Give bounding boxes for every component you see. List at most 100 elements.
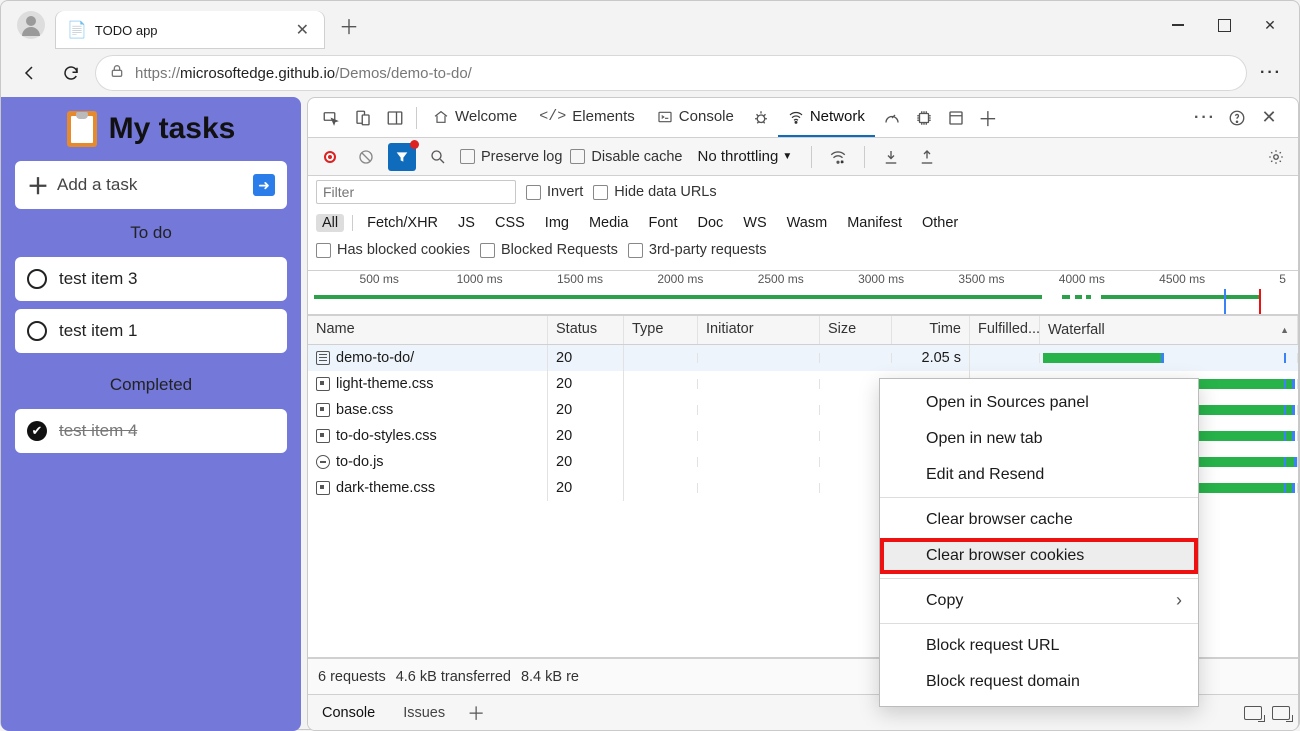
more-panels-button[interactable]: ＋ (973, 103, 1003, 133)
devtools-more-icon[interactable]: ··· (1190, 103, 1220, 133)
task-checkbox[interactable] (27, 321, 47, 341)
url-input[interactable]: https://microsoftedge.github.io/Demos/de… (95, 55, 1247, 91)
disable-cache-checkbox[interactable]: Disable cache (570, 149, 682, 165)
network-settings-icon[interactable] (1262, 143, 1290, 171)
filter-type-js[interactable]: JS (452, 214, 481, 232)
menu-item[interactable]: Open in new tab (880, 421, 1198, 457)
filter-type-css[interactable]: CSS (489, 214, 531, 232)
panel-application-icon[interactable] (941, 103, 971, 133)
help-icon[interactable] (1222, 103, 1252, 133)
col-name[interactable]: Name (308, 316, 548, 344)
menu-item[interactable]: Block request URL (880, 628, 1198, 664)
filter-type-img[interactable]: Img (539, 214, 575, 232)
filter-type-doc[interactable]: Doc (691, 214, 729, 232)
col-size[interactable]: Size (820, 316, 892, 344)
task-item[interactable]: test item 1 (15, 309, 287, 353)
url-text: https://microsoftedge.github.io/Demos/de… (135, 65, 472, 82)
blocked-requests-checkbox[interactable]: Blocked Requests (480, 242, 618, 258)
new-tab-button[interactable]: ＋ (333, 9, 365, 41)
panel-debug-icon[interactable] (746, 103, 776, 133)
request-status: 20 (548, 397, 624, 423)
devtools-close-icon[interactable]: ✕ (1254, 103, 1284, 133)
panel-elements[interactable]: </>Elements (529, 98, 645, 137)
add-task-input[interactable]: ＋ Add a task ➜ (15, 161, 287, 209)
filter-type-other[interactable]: Other (916, 214, 964, 232)
close-window-button[interactable]: ✕ (1247, 7, 1293, 43)
drawer-add-tab[interactable]: ＋ (467, 700, 485, 726)
browser-tab[interactable]: 📄 TODO app ✕ (55, 11, 325, 49)
request-name: to-do-styles.css (336, 428, 437, 444)
filter-type-manifest[interactable]: Manifest (841, 214, 908, 232)
device-toggle-icon[interactable] (348, 103, 378, 133)
menu-item[interactable]: Copy (880, 583, 1198, 619)
submit-task-button[interactable]: ➜ (253, 174, 275, 196)
maximize-button[interactable] (1201, 7, 1247, 43)
timeline-tick: 3000 ms (858, 272, 904, 286)
browser-menu-button[interactable]: ··· (1253, 55, 1289, 91)
col-initiator[interactable]: Initiator (698, 316, 820, 344)
drawer-issues-tab[interactable]: Issues (397, 701, 451, 725)
preserve-log-checkbox[interactable]: Preserve log (460, 149, 562, 165)
filter-toggle-button[interactable] (388, 143, 416, 171)
refresh-button[interactable] (53, 55, 89, 91)
search-button[interactable] (424, 143, 452, 171)
context-menu[interactable]: Open in Sources panelOpen in new tabEdit… (879, 378, 1199, 707)
panel-console[interactable]: Console (647, 98, 744, 137)
request-time: 2.05 s (892, 345, 970, 371)
task-checkbox[interactable] (27, 269, 47, 289)
col-time[interactable]: Time (892, 316, 970, 344)
menu-item[interactable]: Block request domain (880, 664, 1198, 700)
network-conditions-icon[interactable] (824, 143, 852, 171)
filter-type-wasm[interactable]: Wasm (781, 214, 834, 232)
record-button[interactable] (316, 143, 344, 171)
throttling-select[interactable]: No throttling ▼ (690, 145, 799, 168)
task-item-done[interactable]: ✔test item 4 (15, 409, 287, 453)
network-timeline[interactable]: 500 ms1000 ms1500 ms2000 ms2500 ms3000 m… (308, 271, 1298, 315)
minimize-button[interactable] (1155, 7, 1201, 43)
back-button[interactable] (11, 55, 47, 91)
menu-item[interactable]: Clear browser cookies (880, 538, 1198, 574)
col-type[interactable]: Type (624, 316, 698, 344)
drawer-console-tab[interactable]: Console (316, 701, 381, 725)
browser-titlebar: 📄 TODO app ✕ ＋ ✕ (1, 1, 1299, 49)
panel-welcome[interactable]: Welcome (423, 98, 527, 137)
drawer-dock-icon[interactable] (1272, 706, 1290, 720)
menu-item[interactable]: Edit and Resend (880, 457, 1198, 493)
dock-side-icon[interactable] (380, 103, 410, 133)
filter-type-fetchxhr[interactable]: Fetch/XHR (361, 214, 444, 232)
status-resources: 8.4 kB re (521, 669, 579, 685)
table-header-row[interactable]: Name Status Type Initiator Size Time Ful… (308, 315, 1298, 345)
menu-item[interactable]: Open in Sources panel (880, 385, 1198, 421)
tab-close-icon[interactable]: ✕ (292, 18, 313, 42)
col-fulfilled[interactable]: Fulfilled... (970, 316, 1040, 344)
profile-avatar[interactable] (17, 11, 45, 39)
panel-performance-icon[interactable] (877, 103, 907, 133)
col-waterfall[interactable]: Waterfall▲ (1040, 316, 1298, 344)
filter-type-ws[interactable]: WS (737, 214, 772, 232)
inspect-element-icon[interactable] (316, 103, 346, 133)
panel-memory-icon[interactable] (909, 103, 939, 133)
drawer-expand-icon[interactable] (1244, 706, 1262, 720)
timeline-tick: 1500 ms (557, 272, 603, 286)
third-party-checkbox[interactable]: 3rd-party requests (628, 242, 767, 258)
filter-input[interactable] (316, 180, 516, 204)
export-har-icon[interactable] (913, 143, 941, 171)
hide-data-urls-checkbox[interactable]: Hide data URLs (593, 184, 716, 200)
col-status[interactable]: Status (548, 316, 624, 344)
section-done-heading: Completed (15, 375, 287, 395)
has-blocked-cookies-checkbox[interactable]: Has blocked cookies (316, 242, 470, 258)
task-label: test item 3 (59, 269, 137, 289)
invert-checkbox[interactable]: Invert (526, 184, 583, 200)
table-row[interactable]: demo-to-do/202.05 s (308, 345, 1298, 371)
menu-item[interactable]: Clear browser cache (880, 502, 1198, 538)
task-item[interactable]: test item 3 (15, 257, 287, 301)
timeline-tick: 4000 ms (1059, 272, 1105, 286)
request-status: 20 (548, 345, 624, 371)
clear-button[interactable] (352, 143, 380, 171)
filter-type-media[interactable]: Media (583, 214, 635, 232)
filter-type-all[interactable]: All (316, 214, 344, 232)
task-checked-icon[interactable]: ✔ (27, 421, 47, 441)
filter-type-font[interactable]: Font (642, 214, 683, 232)
panel-network[interactable]: Network (778, 98, 875, 137)
import-har-icon[interactable] (877, 143, 905, 171)
